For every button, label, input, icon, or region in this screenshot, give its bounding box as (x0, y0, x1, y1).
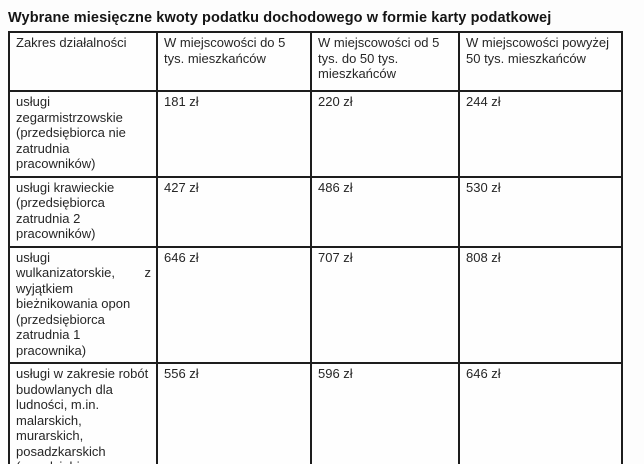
tax-value: 596 zł (310, 362, 460, 464)
table-row: usługi zegarmistrzowskie (przedsiębiorca… (8, 90, 623, 178)
tax-value: 556 zł (156, 362, 312, 464)
tax-value: 181 zł (156, 90, 312, 178)
tax-value: 427 zł (156, 175, 312, 248)
activity-cell: usługi krawieckie (przedsiębiorca zatrud… (8, 175, 158, 248)
table-body: usługi zegarmistrzowskie (przedsiębiorca… (8, 90, 623, 464)
activity-note: (przedsiębiorca zatrudnia 1 pracownika) (16, 311, 105, 358)
activity-name: usługi w zakresie robót budowlanych dla … (16, 366, 149, 459)
activity-name: usługi zegarmistrzowskie (16, 94, 123, 125)
activity-note: (przedsiębiorca zatrudnia 2 pracowników) (16, 195, 105, 241)
table-row: usługi krawieckie (przedsiębiorca zatrud… (8, 175, 623, 248)
table-row: usługi wulkanizatorskie, z wyjątkiem bie… (8, 245, 623, 364)
tax-value: 808 zł (458, 245, 623, 364)
activity-cell: usługi w zakresie robót budowlanych dla … (8, 362, 158, 464)
tax-value: 220 zł (310, 90, 460, 178)
tax-value: 707 zł (310, 245, 460, 364)
activity-name: usługi krawieckie (16, 179, 115, 195)
tax-value: 530 zł (458, 175, 623, 248)
tax-value: 244 zł (458, 90, 623, 178)
table-header: Zakres działalności W miejscowości do 5 … (8, 31, 623, 92)
table-row: usługi w zakresie robót budowlanych dla … (8, 362, 623, 464)
activity-cell: usługi wulkanizatorskie, z wyjątkiem bie… (8, 245, 158, 364)
activity-name: usługi wulkanizatorskie, z wyjątkiem bie… (16, 249, 151, 312)
tax-rates-table: Zakres działalności W miejscowości do 5 … (8, 31, 623, 464)
header-town-under-5k: W miejscowości do 5 tys. mieszkańców (156, 31, 312, 92)
header-activity-scope: Zakres działalności (8, 31, 158, 92)
activity-note: (przedsiębiorca nie zatrudnia pracownikó… (16, 125, 126, 171)
header-town-over-50k: W miejscowości powyżej 50 tys. mieszkańc… (458, 31, 623, 92)
activity-note: (przedsiębiorca zatrudnia 1 pracownika) (16, 459, 151, 464)
activity-cell: usługi zegarmistrzowskie (przedsiębiorca… (8, 90, 158, 178)
tax-value: 486 zł (310, 175, 460, 248)
tax-value: 646 zł (156, 245, 312, 364)
page-title: Wybrane miesięczne kwoty podatku dochodo… (8, 10, 552, 26)
tax-value: 646 zł (458, 362, 623, 464)
header-row: Zakres działalności W miejscowości do 5 … (8, 31, 623, 92)
header-town-5k-50k: W miejscowości od 5 tys. do 50 tys. mies… (310, 31, 460, 92)
